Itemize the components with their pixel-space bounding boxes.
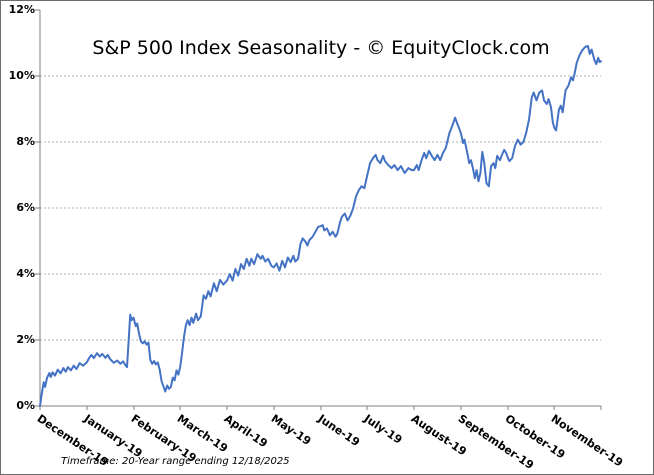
y-axis-label: 10% <box>8 69 35 82</box>
y-axis-label: 12% <box>8 3 35 16</box>
y-axis-label: 6% <box>16 201 35 214</box>
timeframe-note: Timeframe: 20-Year range ending 12/18/20… <box>61 456 290 467</box>
y-axis-label: 8% <box>16 135 35 148</box>
seasonality-line <box>39 45 602 407</box>
y-axis-label: 4% <box>16 267 35 280</box>
chart-title: S&P 500 Index Seasonality - © EquityCloc… <box>92 37 550 59</box>
y-axis-label: 0% <box>16 399 35 412</box>
y-axis-label: 2% <box>16 333 35 346</box>
